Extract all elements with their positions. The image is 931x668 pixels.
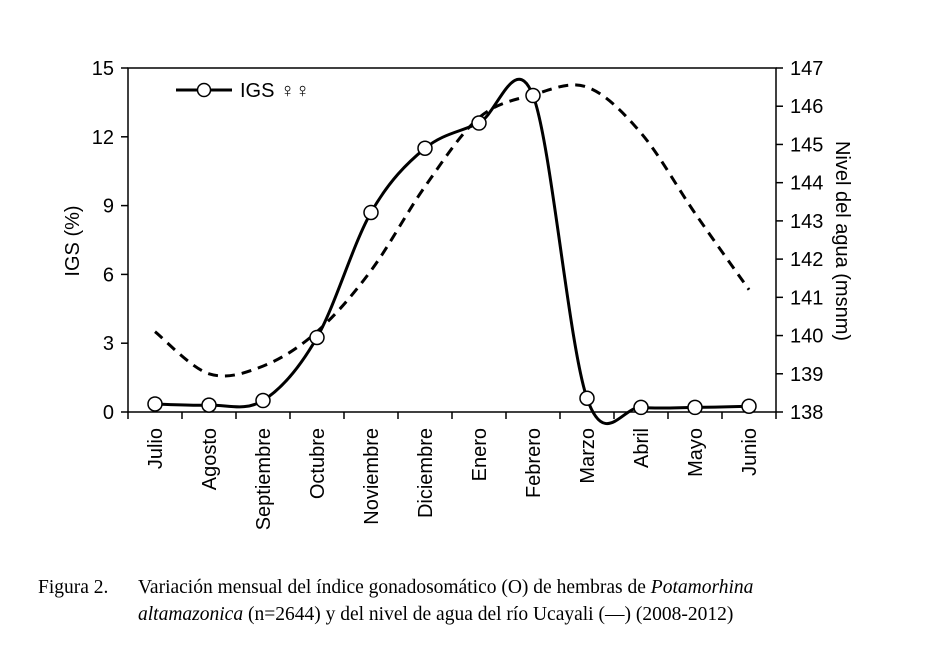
legend-marker [196,82,212,98]
igs-point [579,390,595,406]
right-axis: 138 139 140 141 142 143 144 145 146 147 [776,58,823,424]
legend: IGS ♀♀ [176,80,310,102]
x-tick-label: Septiembre [253,428,275,530]
igs-point [201,397,217,413]
x-tick-label: Diciembre [415,428,437,518]
left-axis: 0 3 6 9 12 15 [92,58,128,424]
axes-frame [127,67,777,413]
caption-species-2: altamazonica [138,604,244,625]
x-tick-label: Marzo [577,428,599,484]
igs-point [741,398,757,415]
igs-point [687,399,703,416]
series-line-water-level [154,83,751,378]
figure-caption: Figura 2. Variación mensual del índice go… [38,574,898,628]
y-tick-label-left: 9 [103,196,114,218]
y-tick-label-right: 145 [790,134,823,156]
caption-text-2: (n=2644) y del nivel de agua del río Uca… [243,604,734,625]
y-tick-label-right: 147 [790,58,823,80]
legend-label: IGS ♀♀ [240,80,310,102]
series-layer [147,77,757,426]
caption-species-1: Potamorhina [650,577,754,598]
y-tick-label-right: 143 [790,211,823,233]
x-tick-label: Febrero [523,428,545,498]
y-tick-label-right: 139 [790,364,823,386]
y-axis-label-right: Nivel del agua (msnm) [831,141,853,341]
y-tick-label-right: 146 [790,96,823,118]
igs-point [309,329,325,346]
y-tick-label-right: 138 [790,402,823,424]
igs-point [525,87,541,104]
igs-point [633,399,649,416]
caption-text-1: Variación mensual del índice gonadosomát… [138,577,651,598]
y-tick-label-left: 3 [103,333,114,355]
igs-point [255,392,271,409]
igs-point [471,115,487,131]
igs-point [147,396,163,412]
x-tick-label: Junio [739,428,761,476]
x-tick-label: Octubre [307,428,329,499]
y-tick-label-right: 141 [790,287,823,309]
y-tick-label-right: 144 [790,173,823,195]
y-tick-label-left: 0 [103,402,114,424]
x-tick-label: Abril [631,428,653,468]
plot-frame [127,67,777,413]
x-tick-label: Enero [469,428,491,481]
x-tick-label: Noviembre [361,428,383,525]
y-tick-label-left: 15 [92,58,114,80]
x-axis: Julio Agosto Septiembre Octubre Noviembre Dic… [127,412,777,530]
y-tick-label-left: 6 [103,264,114,286]
y-tick-label-right: 140 [790,326,823,348]
igs-point [363,204,379,221]
igs-point [417,140,433,157]
caption-label: Figura 2. [38,577,109,598]
y-axis-label-left: IGS (%) [62,205,84,276]
x-tick-label: Mayo [685,428,707,477]
x-tick-label: Agosto [199,428,221,490]
y-tick-label-left: 12 [92,127,114,149]
x-tick-label: Julio [145,428,167,469]
y-tick-label-right: 142 [790,249,823,271]
